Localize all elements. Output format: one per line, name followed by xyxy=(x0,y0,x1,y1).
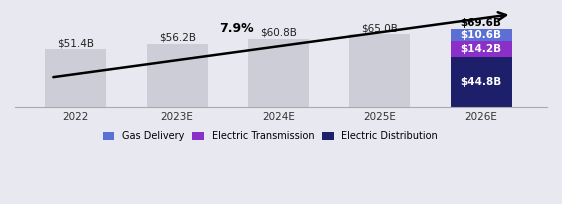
Text: $60.8B: $60.8B xyxy=(260,28,297,38)
Text: $56.2B: $56.2B xyxy=(158,33,196,43)
Text: $69.6B: $69.6B xyxy=(461,18,501,28)
Legend: Gas Delivery, Electric Transmission, Electric Distribution: Gas Delivery, Electric Transmission, Ele… xyxy=(99,127,442,145)
Text: $14.2B: $14.2B xyxy=(461,44,502,54)
Bar xyxy=(451,57,511,107)
Bar xyxy=(451,41,511,57)
Bar xyxy=(46,49,106,107)
Text: $44.8B: $44.8B xyxy=(460,77,502,87)
Text: $10.6B: $10.6B xyxy=(461,30,502,40)
Bar xyxy=(451,29,511,41)
Bar xyxy=(350,34,410,107)
Text: $51.4B: $51.4B xyxy=(57,38,94,48)
Text: $65.0B: $65.0B xyxy=(361,23,398,33)
Bar xyxy=(147,44,207,107)
Bar xyxy=(248,39,309,107)
Text: 7.9%: 7.9% xyxy=(219,22,253,35)
